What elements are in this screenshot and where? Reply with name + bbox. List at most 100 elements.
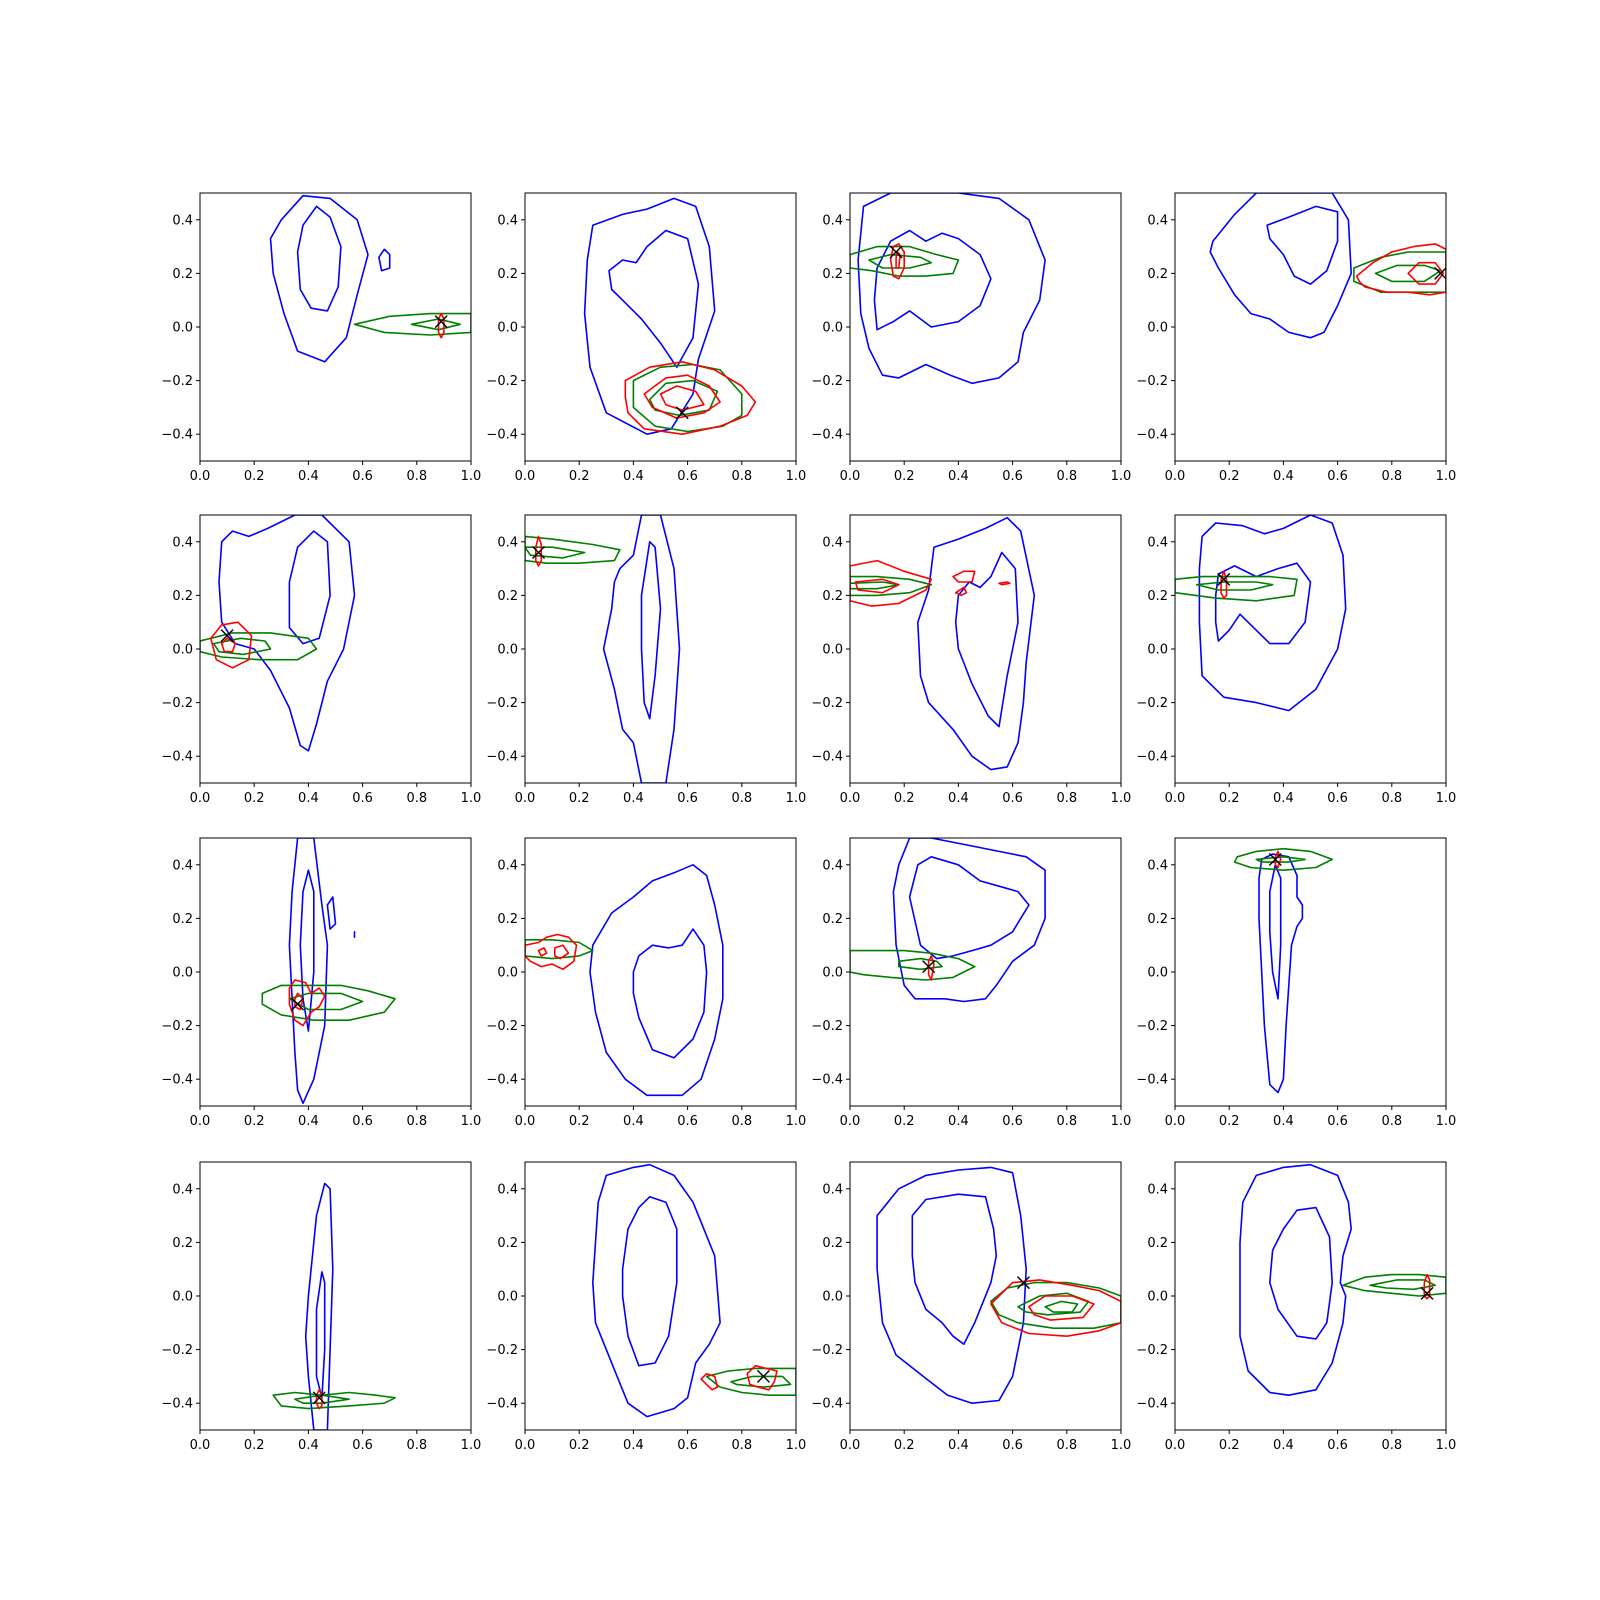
red-contour-3 — [659, 385, 705, 411]
y-tick-label: −0.2 — [486, 1343, 518, 1358]
blue-contour-2 — [908, 856, 1030, 960]
blue-contour-2 — [1269, 864, 1282, 1000]
x-tick-label: 0.6 — [352, 1114, 373, 1129]
x-tick-label: 0.8 — [731, 469, 752, 484]
plot-area — [850, 516, 1036, 771]
x-tick-label: 0.4 — [623, 469, 644, 484]
x-tick-label: 0.0 — [190, 469, 211, 484]
red-contour-1 — [1355, 243, 1446, 296]
blue-contour-1 — [589, 864, 724, 1097]
green-contour-2 — [1017, 1292, 1090, 1316]
x-tick-label: 0.8 — [406, 1438, 427, 1453]
y-tick-label: −0.2 — [811, 374, 843, 389]
plot-area — [1233, 847, 1333, 1094]
green-contour-2 — [868, 253, 933, 269]
plot-area — [1239, 1163, 1446, 1396]
x-tick-label: 0.0 — [1165, 1114, 1186, 1129]
y-tick-label: −0.2 — [1136, 1019, 1168, 1034]
x-marker — [1420, 1286, 1434, 1300]
x-tick-label: 1.0 — [1436, 1114, 1457, 1129]
x-tick-label: 1.0 — [786, 791, 807, 806]
x-tick-label: 0.2 — [1219, 1114, 1240, 1129]
x-marker — [312, 1391, 326, 1405]
x-tick-label: 0.2 — [569, 1114, 590, 1129]
green-contour-2 — [1255, 856, 1306, 863]
y-tick-label: 0.4 — [172, 858, 193, 873]
x-tick-label: 0.2 — [244, 469, 265, 484]
x-tick-label: 0.6 — [1327, 791, 1348, 806]
plot-area — [200, 515, 356, 752]
x-tick-label: 0.0 — [190, 1438, 211, 1453]
x-tick-label: 0.8 — [731, 1438, 752, 1453]
y-tick-label: 0.0 — [172, 1290, 193, 1305]
x-tick-label: 0.2 — [569, 1438, 590, 1453]
y-tick-label: −0.4 — [486, 1073, 518, 1088]
x-tick-label: 0.4 — [1273, 469, 1294, 484]
y-tick-label: 0.4 — [1147, 213, 1168, 228]
x-tick-label: 0.0 — [515, 1114, 536, 1129]
red-contour-1 — [1220, 570, 1228, 599]
y-tick-label: 0.2 — [822, 912, 843, 927]
subplot-7: 0.0 0.2 0.4 0.6 0.8 1.0 −0.4 −0.2 0.0 0.2 0.4 — [811, 514, 1131, 806]
x-tick-label: 0.0 — [515, 791, 536, 806]
y-tick-label: −0.2 — [486, 374, 518, 389]
y-tick-label: 0.0 — [497, 321, 518, 336]
plot-area — [1175, 515, 1347, 712]
x-marker — [922, 960, 936, 974]
x-tick-label: 0.4 — [298, 791, 319, 806]
y-tick-label: 0.2 — [497, 912, 518, 927]
x-marker — [291, 997, 305, 1011]
y-tick-label: −0.2 — [161, 1019, 193, 1034]
x-tick-label: 1.0 — [1436, 791, 1457, 806]
x-tick-label: 0.8 — [1056, 791, 1077, 806]
y-tick-label: −0.4 — [1136, 750, 1168, 765]
red-contour-1 — [850, 559, 933, 607]
y-tick-label: 0.4 — [822, 858, 843, 873]
y-tick-label: 0.2 — [1147, 1236, 1168, 1251]
green-contour-1 — [261, 984, 396, 1021]
x-tick-label: 0.8 — [1056, 469, 1077, 484]
red-contour-2 — [643, 374, 721, 419]
green-contour-1 — [525, 939, 594, 960]
y-tick-label: 0.2 — [497, 1236, 518, 1251]
x-tick-label: 0.0 — [1165, 791, 1186, 806]
y-tick-label: −0.4 — [486, 428, 518, 443]
blue-contour-2 — [608, 229, 700, 368]
red-contour-1 — [437, 312, 445, 339]
green-contour-1 — [850, 949, 976, 981]
plot-area — [261, 838, 396, 1105]
red-contour-1 — [288, 979, 326, 1027]
red-contour-2 — [220, 637, 236, 653]
x-tick-label: 1.0 — [461, 469, 482, 484]
y-tick-label: 0.4 — [172, 213, 193, 228]
x-tick-label: 1.0 — [1111, 1438, 1132, 1453]
plot-area — [525, 515, 681, 783]
x-tick-label: 0.2 — [569, 469, 590, 484]
x-marker — [220, 629, 234, 643]
green-contour-1 — [1233, 847, 1333, 871]
red-contour-1 — [746, 1364, 778, 1391]
green-contour-2 — [1195, 581, 1274, 591]
y-tick-label: 0.0 — [822, 966, 843, 981]
x-tick-label: 0.6 — [1327, 469, 1348, 484]
y-tick-label: 0.2 — [1147, 912, 1168, 927]
x-tick-label: 0.2 — [894, 791, 915, 806]
x-tick-label: 0.0 — [840, 469, 861, 484]
blue-contour-1 — [857, 193, 1046, 385]
y-tick-label: 0.0 — [172, 643, 193, 658]
blue-contour-1 — [1209, 193, 1352, 339]
blue-contour-2 — [911, 1193, 998, 1345]
subplot-11: 0.0 0.2 0.4 0.6 0.8 1.0 −0.4 −0.2 0.0 0.2 0.4 — [811, 837, 1131, 1129]
green-contour-1 — [632, 363, 743, 433]
blue-contour-2 — [296, 205, 342, 312]
blue-contour-1 — [1198, 515, 1347, 712]
blue-contour-1 — [583, 197, 716, 435]
y-tick-label: 0.2 — [822, 1236, 843, 1251]
x-marker — [434, 315, 448, 329]
y-tick-label: −0.2 — [161, 696, 193, 711]
subplot-12: 0.0 0.2 0.4 0.6 0.8 1.0 −0.4 −0.2 0.0 0.2 0.4 — [1136, 837, 1457, 1129]
x-tick-label: 0.4 — [948, 791, 969, 806]
x-tick-label: 0.0 — [840, 1114, 861, 1129]
x-tick-label: 0.4 — [623, 1438, 644, 1453]
